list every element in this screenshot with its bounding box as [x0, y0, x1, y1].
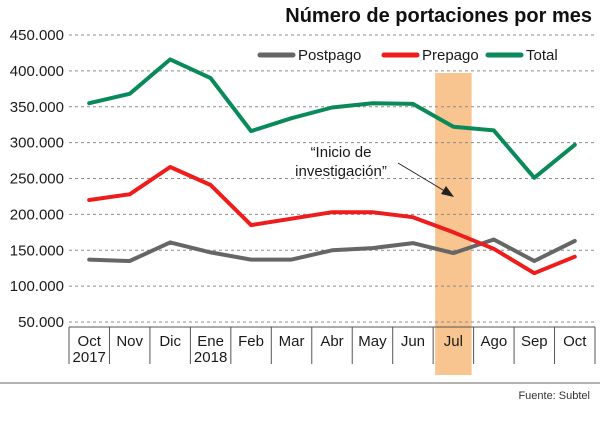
x-tick-label: Feb [238, 333, 264, 350]
x-tick-year: 2017 [73, 349, 106, 366]
legend: Postpago Prepago Total [257, 47, 558, 64]
highlight-band [435, 73, 472, 375]
y-tick-label: 450.000 [10, 27, 64, 44]
grid-layer [69, 34, 595, 323]
x-tick-label: Jul [444, 333, 463, 350]
y-tick-label: 250.000 [10, 171, 64, 188]
x-tick-label: Abr [320, 333, 343, 350]
series-line-total [87, 57, 577, 180]
y-tick-label: 300.000 [10, 135, 64, 152]
x-tick-label: Oct [563, 333, 587, 350]
y-axis-ticks: 50.000 100.000 150.000 200.000 250.000 300.00… [10, 27, 64, 331]
y-tick-label: 50.000 [18, 314, 64, 331]
annotation-arrowhead [441, 186, 454, 197]
x-tick-label: Ene [197, 333, 224, 350]
y-tick-label: 150.000 [10, 242, 64, 259]
annotation: “Inicio de investigación” [295, 144, 454, 197]
y-tick-label: 100.000 [10, 278, 64, 295]
legend-label-total: Total [526, 47, 558, 64]
source-note: Fuente: Subtel [518, 390, 590, 402]
x-tick-label: May [358, 333, 387, 350]
annotation-text: investigación” [295, 163, 387, 180]
series-line-postpago [87, 237, 577, 263]
y-tick-label: 200.000 [10, 206, 64, 223]
x-tick-year: 2018 [194, 349, 227, 366]
x-tick-label: Ago [480, 333, 507, 350]
highlight-band-layer [435, 73, 472, 375]
series-lines [87, 57, 577, 276]
category-separators [68, 326, 596, 364]
y-tick-label: 400.000 [10, 63, 64, 80]
x-tick-label: Jun [401, 333, 425, 350]
chart-title: Número de portaciones por mes [285, 5, 592, 27]
legend-label-prepago: Prepago [422, 47, 479, 64]
x-tick-label: Dic [159, 333, 181, 350]
annotation-arrow-line [397, 162, 449, 194]
annotation-text: “Inicio de [311, 144, 372, 161]
x-tick-label: Mar [279, 333, 305, 350]
x-tick-label: Sep [521, 333, 548, 350]
y-tick-label: 350.000 [10, 99, 64, 116]
series-line-prepago [87, 165, 577, 276]
x-tick-label: Oct [78, 333, 102, 350]
x-tick-label: Nov [116, 333, 143, 350]
legend-label-postpago: Postpago [298, 47, 361, 64]
